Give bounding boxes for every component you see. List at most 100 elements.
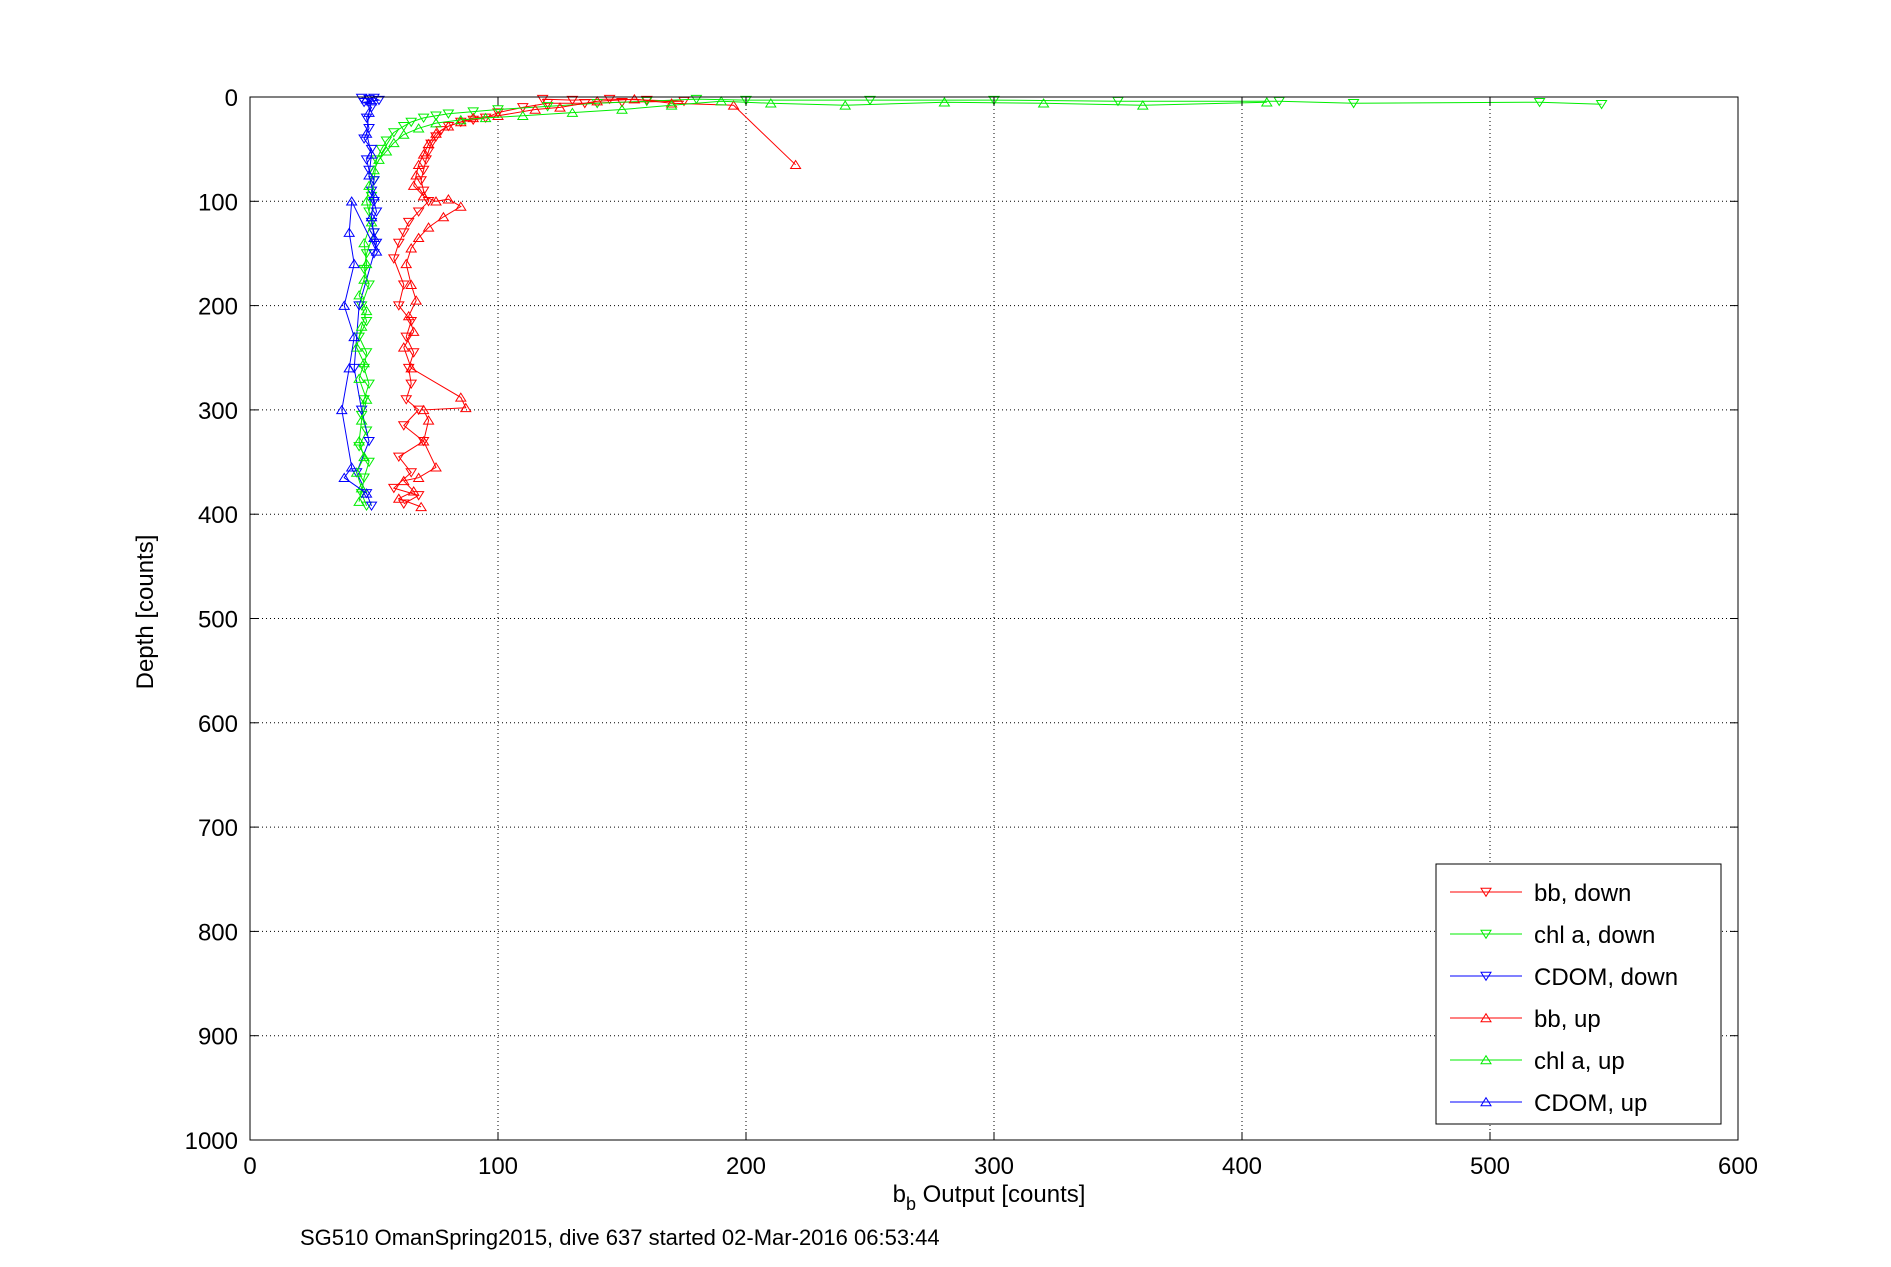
data-point [1136, 100, 1149, 110]
x-tick-label: 400 [1222, 1153, 1262, 1180]
data-point [358, 357, 370, 368]
data-point [541, 99, 554, 109]
legend-entry: chl a, down [1450, 922, 1655, 949]
data-point [363, 170, 375, 180]
data-point [412, 491, 425, 501]
x-axis-label-subscript: b [906, 1194, 916, 1214]
data-point [430, 111, 442, 121]
x-tick-label: 100 [478, 1153, 518, 1180]
data-point [358, 473, 370, 483]
data-point [365, 501, 378, 512]
data-point [358, 274, 370, 284]
legend-swatch-marker [1480, 1054, 1492, 1065]
legend-swatch-marker [1480, 1096, 1492, 1107]
data-point [405, 379, 418, 390]
data-point [397, 280, 410, 290]
data-point [360, 488, 373, 498]
data-point [405, 316, 418, 327]
data-point [603, 94, 616, 105]
data-point [541, 102, 554, 112]
x-tick-label: 300 [974, 1153, 1014, 1180]
y-axis-label: Depth [counts] [132, 535, 159, 690]
data-point [422, 138, 435, 149]
data-point [467, 112, 480, 123]
data-point [422, 415, 435, 425]
data-point [368, 228, 380, 238]
data-point [365, 144, 378, 155]
data-point [370, 238, 383, 249]
data-point [492, 105, 504, 115]
legend-label: CDOM, down [1534, 964, 1678, 991]
y-tick-label: 700 [198, 815, 238, 842]
x-tick-label: 200 [726, 1153, 766, 1180]
figure-caption: SG510 OmanSpring2015, dive 637 started 0… [300, 1225, 940, 1250]
legend-label: chl a, down [1534, 922, 1655, 949]
data-point [467, 107, 480, 117]
data-point [407, 348, 420, 358]
legend-entry: chl a, up [1450, 1048, 1625, 1075]
series-bb-up [392, 93, 802, 512]
data-point [353, 373, 366, 383]
data-point [353, 435, 366, 446]
data-point [363, 107, 375, 117]
series-chl-a-up [350, 95, 1273, 506]
data-point [479, 112, 492, 123]
data-point [430, 117, 442, 128]
data-point [380, 146, 393, 156]
data-point [529, 104, 542, 114]
x-axis-label: bb Output [counts] [893, 1181, 1086, 1214]
data-point [368, 176, 380, 186]
data-point [442, 121, 455, 131]
data-point [360, 113, 373, 124]
data-point [454, 392, 467, 402]
data-point [360, 128, 373, 138]
data-point [442, 194, 455, 204]
data-point [430, 196, 442, 206]
legend-label: bb, up [1534, 1006, 1601, 1033]
data-point [353, 301, 366, 311]
data-point [1260, 97, 1273, 107]
data-point [715, 95, 728, 106]
data-point [353, 496, 366, 506]
data-point [690, 94, 703, 105]
data-point [938, 97, 951, 107]
data-point [405, 279, 418, 289]
data-point [360, 426, 373, 436]
data-point [368, 232, 380, 243]
x-tick-label: 0 [243, 1153, 256, 1180]
data-point [417, 404, 430, 415]
series-line [358, 98, 1602, 507]
data-point [407, 486, 420, 496]
data-point [402, 217, 415, 228]
data-point [410, 170, 423, 180]
data-point [365, 216, 378, 227]
data-point [400, 395, 413, 405]
legend-label: CDOM, up [1534, 1090, 1647, 1117]
data-point [400, 332, 413, 343]
data-point [415, 501, 428, 512]
data-point [360, 316, 373, 327]
legend-items: bb, down chl a, down CDOM, down bb, up chl a… [1450, 880, 1678, 1117]
legend-entry: CDOM, up [1450, 1090, 1647, 1117]
y-tick-label: 600 [198, 711, 238, 738]
data-point [363, 379, 375, 390]
data-point [591, 99, 604, 109]
data-point [338, 472, 351, 482]
data-point [345, 462, 358, 472]
data-point [392, 238, 405, 249]
data-point [430, 128, 442, 138]
data-point [1595, 100, 1608, 110]
legend-entry: CDOM, down [1450, 964, 1678, 991]
data-point [400, 258, 413, 269]
data-point [360, 93, 373, 104]
data-point [437, 211, 450, 222]
legend-box [1435, 863, 1722, 1125]
data-point [397, 342, 410, 352]
data-point [420, 155, 432, 165]
data-point [387, 137, 400, 148]
y-tick-label: 500 [198, 607, 238, 634]
data-point [368, 93, 380, 104]
y-tick-label: 0 [225, 85, 238, 112]
data-point [789, 159, 802, 170]
data-point [363, 457, 375, 468]
